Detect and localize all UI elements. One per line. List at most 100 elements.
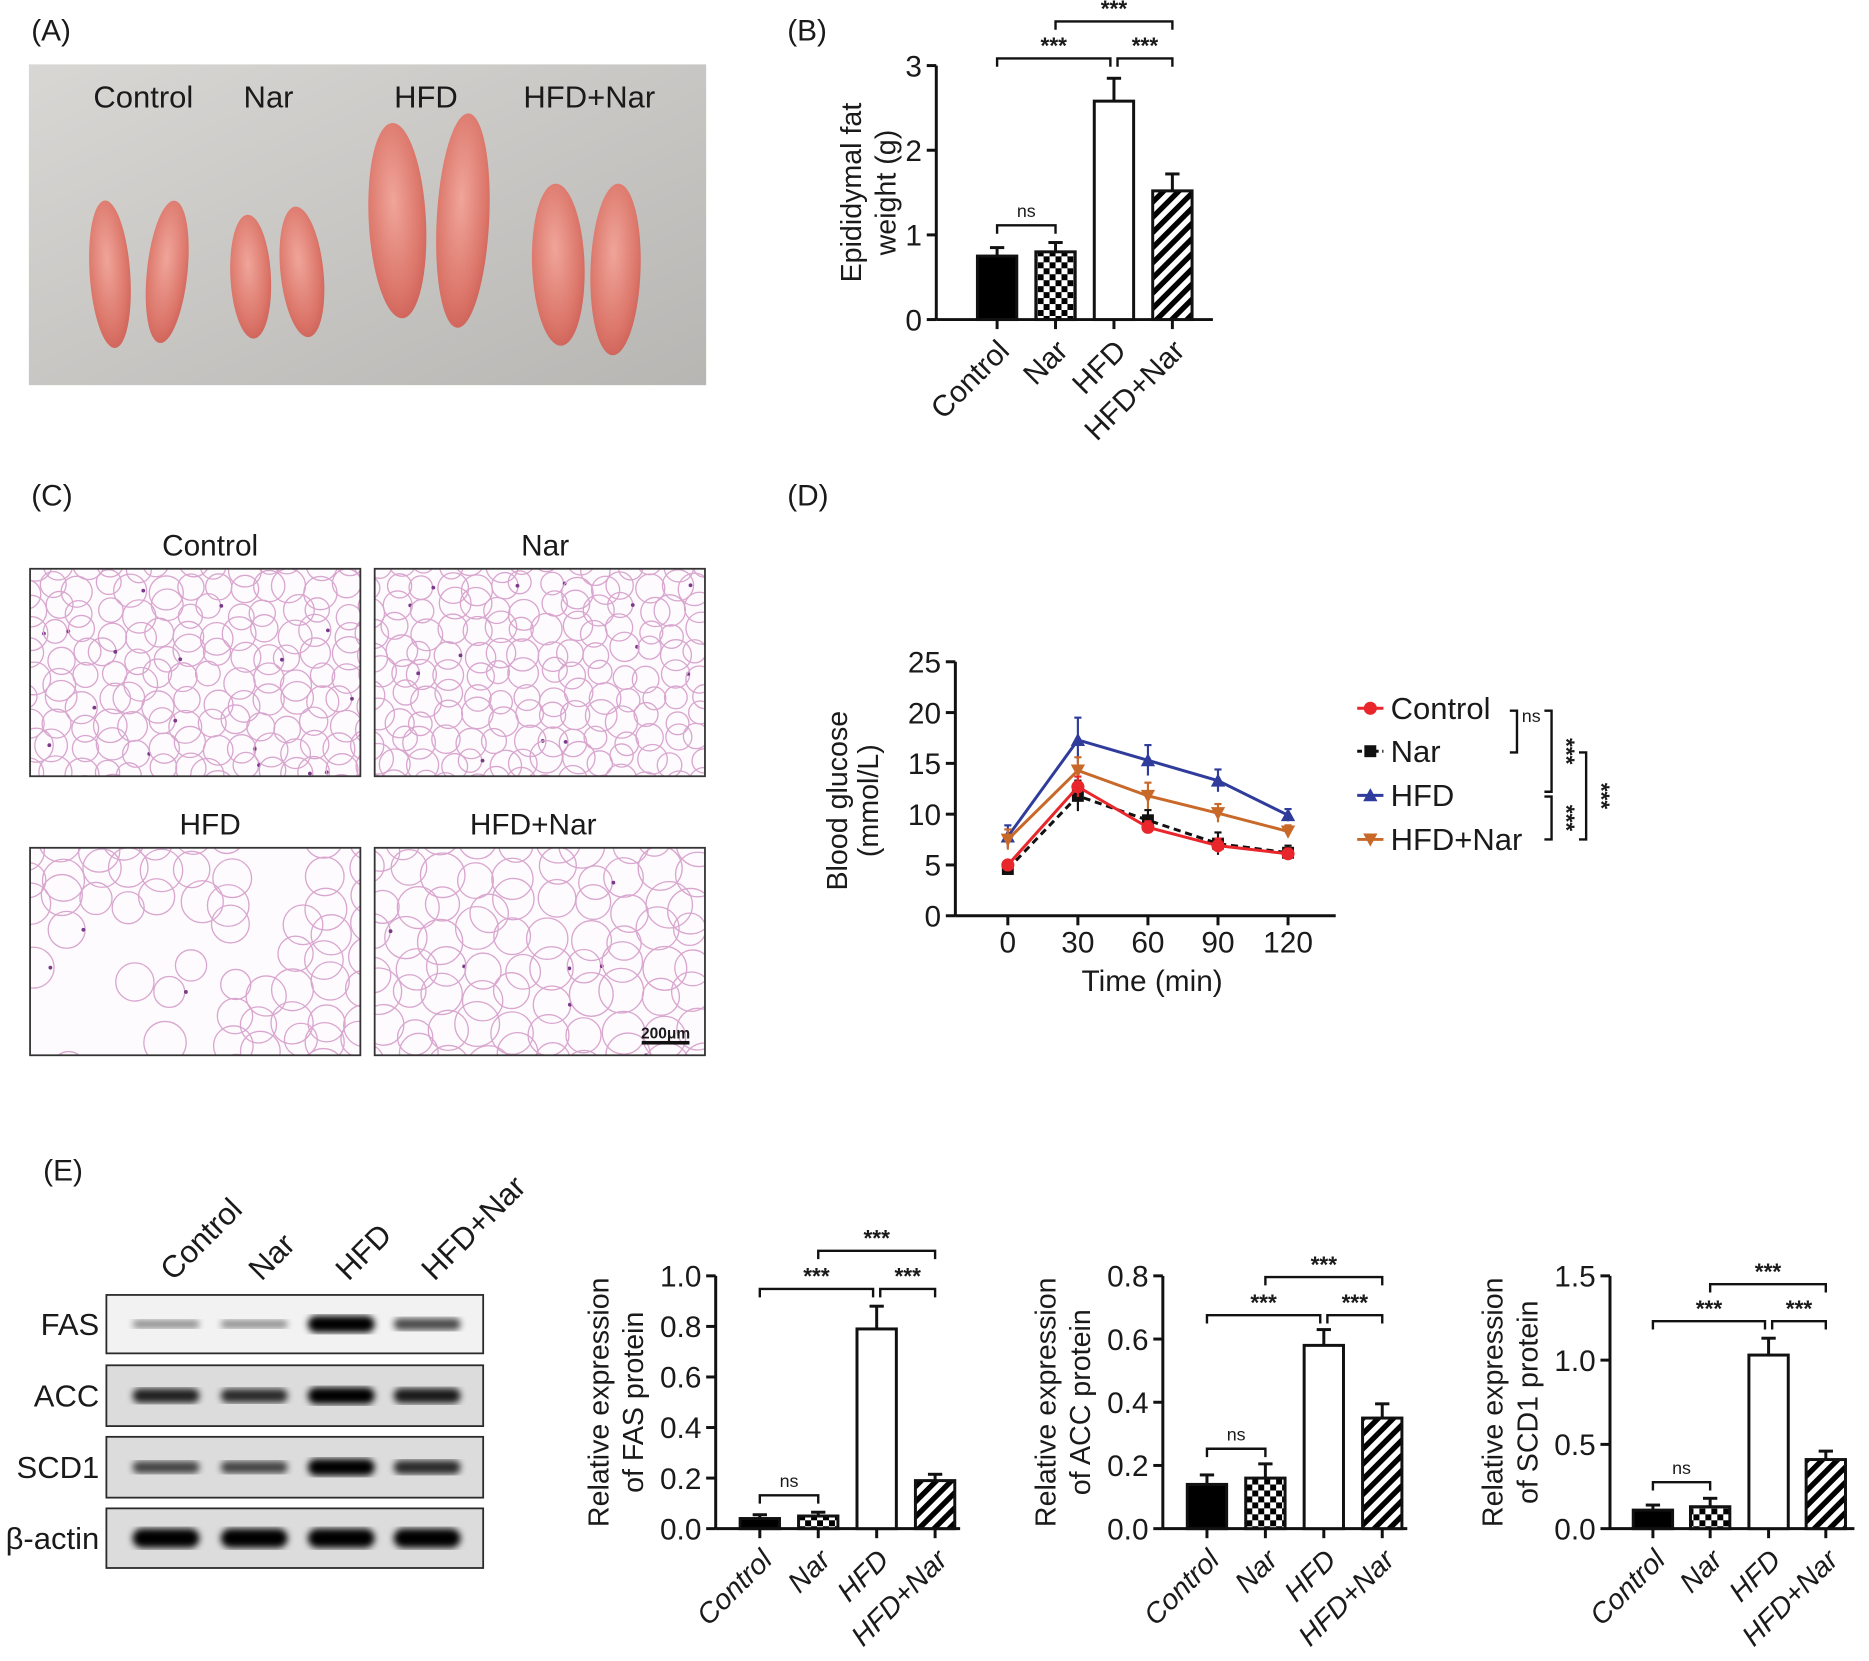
cell-outline: [0, 591, 18, 622]
x-tick-label: 120: [1263, 927, 1313, 960]
cell-outline: [707, 834, 741, 868]
significance-label: ***: [1342, 1289, 1369, 1315]
cell-outline: [92, 708, 128, 744]
cell-outline: [347, 938, 361, 976]
cell-outline: [99, 682, 132, 715]
cell-outline: [258, 568, 281, 575]
histology-image-nar: [336, 528, 743, 778]
nucleus: [670, 838, 674, 842]
cell-outline: [492, 877, 535, 921]
scale-bar: [641, 1040, 690, 1045]
cell-outline: [0, 888, 11, 928]
cell-outline: [137, 878, 176, 916]
cell-outline: [179, 568, 209, 578]
cell-outline: [374, 697, 396, 731]
significance-bracket: ***: [879, 1263, 937, 1298]
cell-outline: [597, 774, 610, 777]
cell-outline: [563, 677, 594, 708]
cell-outline: [601, 941, 644, 983]
protein-band: [307, 1315, 375, 1333]
cell-outline: [174, 949, 208, 982]
protein-band: [307, 1387, 375, 1405]
nucleus: [274, 794, 278, 798]
panel-label-c: (C): [31, 480, 72, 513]
cell-outline: [407, 711, 433, 737]
cell-outline: [378, 748, 411, 777]
cell-outline: [538, 847, 577, 885]
photo-background: [28, 64, 707, 386]
cell-outline: [45, 590, 74, 619]
cell-outline: [461, 696, 494, 730]
cell-outline: [667, 887, 705, 935]
cell-outline: [104, 773, 123, 777]
legend-marker: [1363, 788, 1378, 802]
nucleus: [47, 743, 52, 748]
cell-outline: [0, 687, 15, 713]
cell-outline: [641, 977, 681, 1016]
cell-outline: [167, 662, 198, 693]
y-tick-label: 20: [908, 697, 941, 730]
cell-outline: [0, 716, 22, 742]
data-point: [1210, 773, 1226, 787]
cell-outline: [357, 597, 361, 615]
nucleus: [48, 965, 53, 970]
cell-outline: [143, 568, 169, 578]
cell-outline: [360, 790, 400, 830]
significance-label: ***: [1101, 0, 1128, 22]
cell-outline: [253, 732, 289, 768]
bar-control: [1185, 1482, 1229, 1531]
cell-outline: [674, 949, 705, 987]
cell-outline: [395, 948, 439, 991]
cell-outline: [356, 695, 361, 717]
x-tick-label: 90: [1201, 927, 1234, 960]
data-point: [1071, 780, 1085, 794]
blot-lane-label: HFD: [329, 1217, 399, 1287]
cell-outline: [427, 1009, 469, 1052]
nucleus: [659, 540, 663, 544]
y-axis-title-line2: of FAS protein: [618, 1312, 650, 1493]
cell-outline: [172, 850, 211, 889]
cell-outline: [116, 779, 145, 808]
cell-outline: [633, 771, 658, 777]
cell-outline: [361, 786, 386, 811]
cell-outline: [469, 1045, 509, 1056]
cell-outline: [42, 786, 70, 814]
cell-outline: [336, 528, 364, 556]
adipose-tissue: [89, 200, 131, 349]
cell-outline: [541, 656, 568, 683]
cell-outline: [508, 616, 534, 642]
cell-outline: [113, 573, 148, 608]
bracket-line: [879, 1287, 937, 1298]
cell-outline: [212, 1025, 254, 1056]
cell-outline: [115, 962, 155, 1002]
cell-outline: [635, 723, 664, 752]
bracket-line: [1708, 1283, 1828, 1293]
cell-outline: [212, 858, 253, 899]
legend-label: Nar: [1391, 734, 1441, 769]
bar-control: [975, 254, 1019, 322]
cell-outline: [94, 759, 121, 777]
cell-outline: [719, 591, 743, 615]
cell-outline: [40, 873, 83, 917]
legend-item-nar: Nar: [1357, 734, 1441, 769]
cell-outline: [230, 780, 261, 811]
cell-outline: [483, 596, 511, 625]
histology-title-hfd: HFD: [179, 809, 240, 842]
cell-outline: [491, 534, 514, 557]
cell-outline: [190, 757, 225, 777]
significance-bracket: ns: [995, 201, 1057, 234]
cell-outline: [96, 568, 124, 578]
cell-outline: [537, 726, 569, 758]
cell-outline: [143, 1020, 187, 1056]
significance-bracket: ***: [1544, 709, 1580, 793]
y-axis-title-line1: Relative expression: [1031, 1277, 1063, 1527]
cell-outline: [565, 1017, 602, 1054]
cell-outline: [278, 1058, 311, 1091]
nucleus: [141, 588, 146, 593]
cell-outline: [492, 972, 531, 1010]
cell-outline: [344, 970, 361, 1008]
cell-outline: [639, 620, 664, 645]
cell-outline: [305, 847, 342, 859]
cell-outline: [310, 523, 337, 550]
y-tick-label: 0.6: [1107, 1324, 1148, 1357]
